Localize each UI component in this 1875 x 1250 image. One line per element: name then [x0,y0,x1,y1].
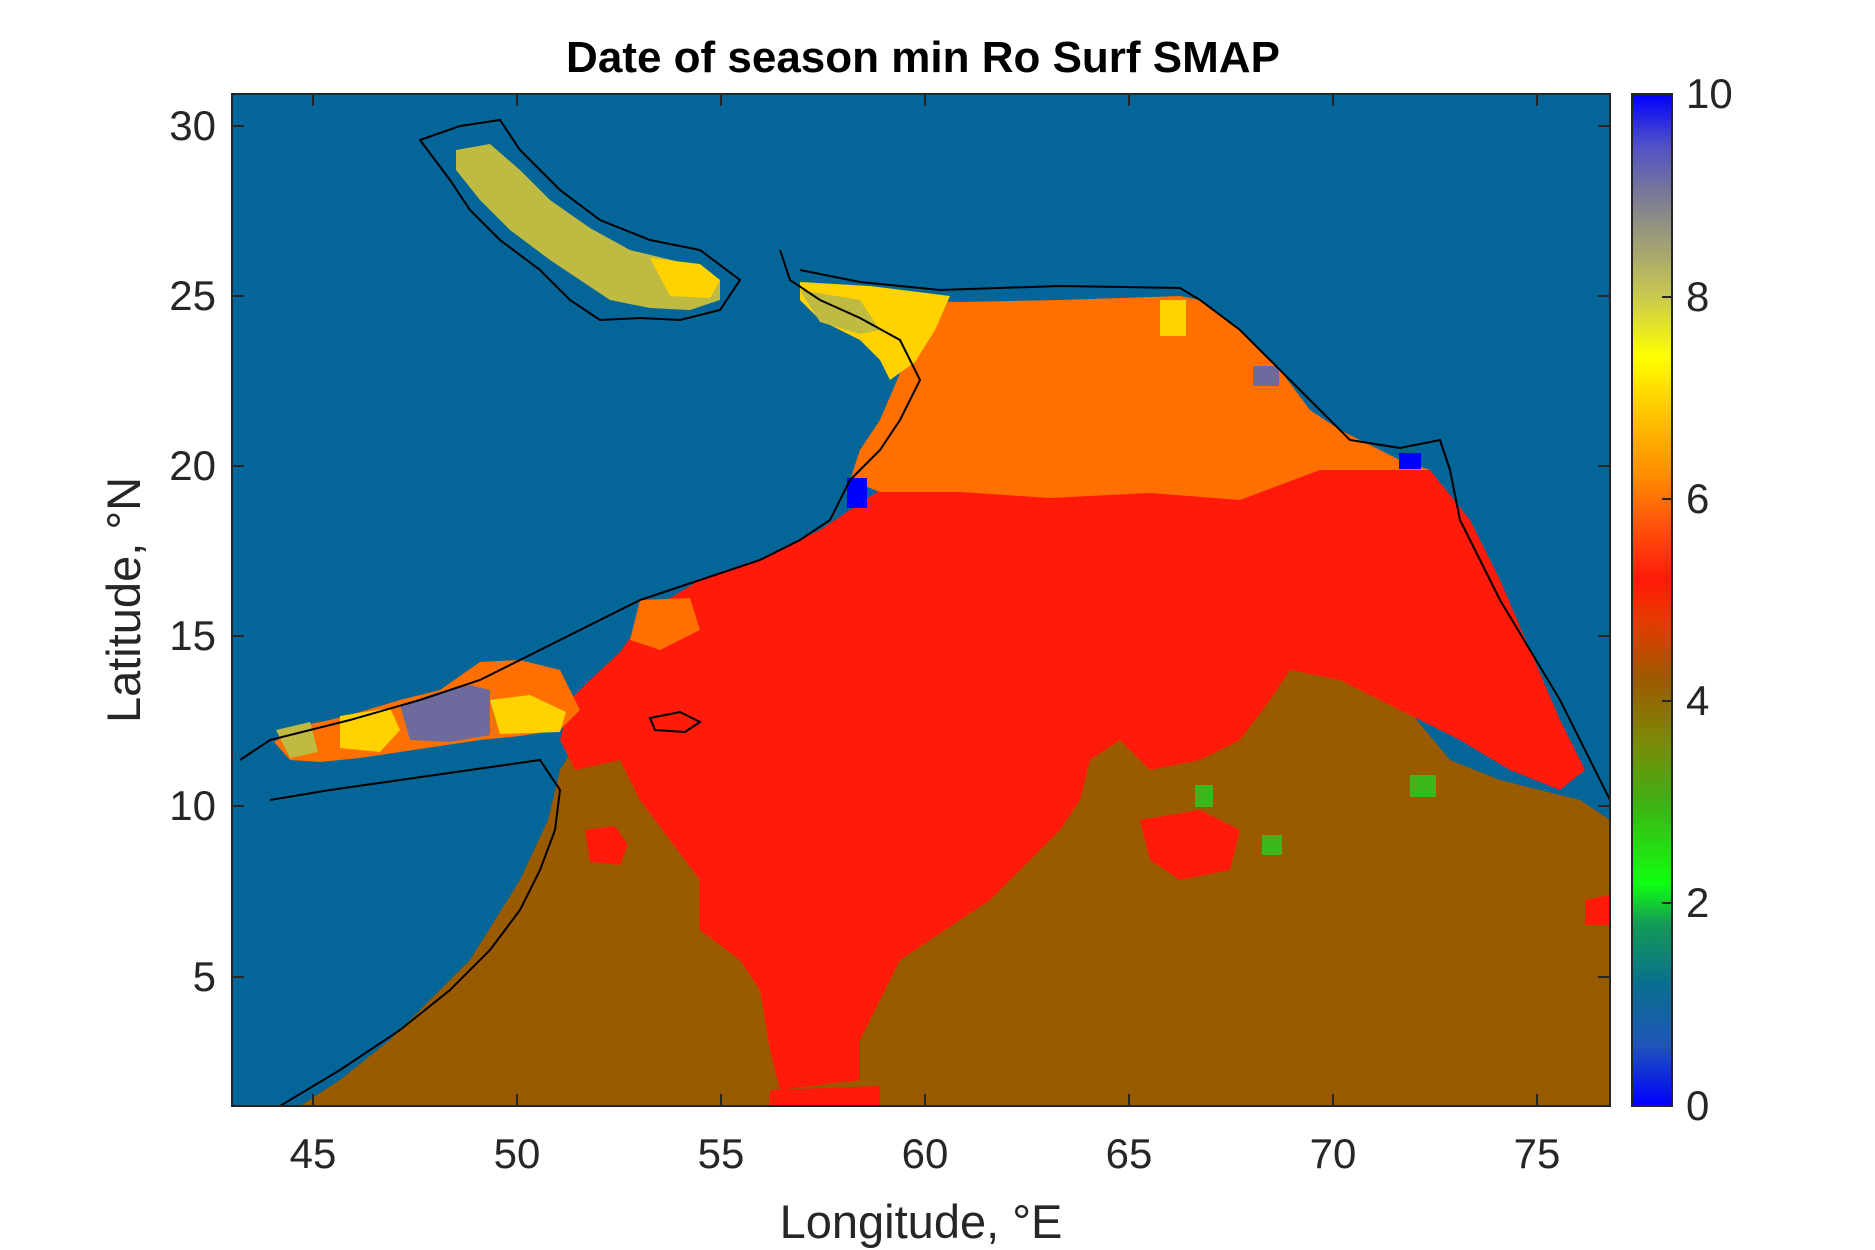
y-tick-label: 30 [169,102,216,149]
coastline-iran-pakistan [799,269,1610,801]
spot-blue-india [1399,453,1421,469]
region-red-east-pocket [1140,810,1240,880]
chart-title: Date of season min Ro Surf SMAP [566,33,1280,82]
colorbar: 0 2 4 6 8 10 [1631,70,1733,1129]
y-axis-label: Latitude, °N [97,477,150,723]
y-tick-label: 20 [169,442,216,489]
x-tick-label: 70 [1310,1130,1357,1177]
colorbar-tick-label: 2 [1686,879,1709,926]
tick-marks [232,94,1610,1106]
spot-green-1 [1195,785,1213,807]
colorbar-tick-label: 0 [1686,1082,1709,1129]
colorbar-tick-label: 8 [1686,273,1709,320]
region-orange-central-patches [630,598,700,650]
coastlines [239,118,1610,1106]
x-tick-label: 45 [290,1130,337,1177]
y-tick-label: 25 [169,272,216,319]
spot-blue-oman [847,478,867,508]
spot-yellow-pakistan [1160,300,1186,336]
x-tick-label: 75 [1514,1130,1561,1177]
region-red-central [560,460,1585,1090]
region-red-west-pocket [585,826,628,865]
spot-green-2 [1262,835,1282,855]
colorbar-tick-label: 4 [1686,677,1709,724]
colorbar-ticks [1662,93,1672,1107]
colorbar-gradient [1632,94,1672,1106]
spot-green-3 [1410,775,1436,797]
coastline-socotra [648,710,702,734]
region-red-south-strip [770,1086,880,1106]
region-aden-yellow-east [490,695,566,734]
region-persian-yellow [650,258,720,298]
x-tick-label: 65 [1106,1130,1153,1177]
y-tick-label: 15 [169,612,216,659]
colorbar-tick-label: 6 [1686,475,1709,522]
y-tick-labels: 5 10 15 20 25 30 [169,102,216,1000]
colorbar-frame [1631,93,1673,1107]
colorbar-tick-label: 10 [1686,70,1733,117]
coastline-somalia [269,758,562,1106]
coastline-persian-gulf [418,118,742,322]
map-plot [232,94,1610,1106]
y-tick-label: 5 [193,953,216,1000]
x-tick-labels: 45 50 55 60 65 70 75 [290,1130,1561,1177]
spot-purple-india [1253,366,1279,386]
x-axis-label: Longitude, °E [780,1195,1063,1248]
x-tick-label: 60 [902,1130,949,1177]
x-tick-label: 55 [698,1130,745,1177]
coastline-oman [239,249,922,761]
y-tick-label: 10 [169,782,216,829]
axes-frame [231,93,1611,1107]
region-red-southeast-spot [1585,895,1610,925]
x-tick-label: 50 [494,1130,541,1177]
region-orange-north [850,296,1430,500]
region-persian-gulf [456,144,720,310]
